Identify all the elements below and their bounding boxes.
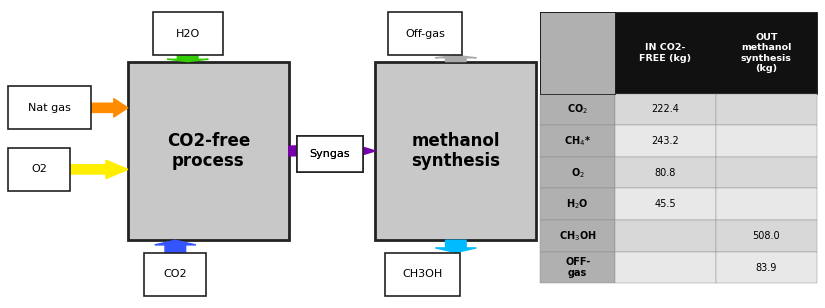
Bar (716, 252, 817, 283)
Text: O2: O2 (31, 164, 47, 174)
Bar (716, 94, 817, 125)
Text: O$_2$: O$_2$ (571, 166, 585, 180)
Text: 80.8: 80.8 (655, 168, 676, 178)
Bar (540, 12, 615, 94)
Bar (128, 62, 289, 240)
Bar (540, 157, 615, 188)
Text: CH$_3$OH: CH$_3$OH (559, 229, 596, 243)
Text: OUT
methanol
synthesis
(kg): OUT methanol synthesis (kg) (741, 33, 792, 73)
Bar (540, 125, 615, 157)
Bar (615, 157, 716, 188)
Text: 222.4: 222.4 (652, 104, 679, 115)
FancyArrow shape (155, 240, 196, 253)
Bar (540, 188, 615, 220)
Text: 45.5: 45.5 (654, 199, 676, 209)
Bar (540, 94, 615, 125)
Bar (615, 125, 716, 157)
Text: Nat gas: Nat gas (28, 103, 71, 113)
Bar (615, 252, 716, 283)
Bar (540, 252, 615, 283)
Bar (297, 136, 363, 172)
Bar (716, 188, 817, 220)
Bar (8, 148, 70, 191)
FancyArrow shape (167, 55, 208, 62)
FancyArrow shape (289, 141, 375, 161)
Bar (716, 157, 817, 188)
Text: H2O: H2O (176, 29, 200, 39)
FancyArrow shape (436, 240, 477, 253)
Bar (144, 253, 206, 296)
Text: 243.2: 243.2 (652, 136, 679, 146)
Text: Syngas: Syngas (309, 149, 351, 159)
Bar (716, 220, 817, 252)
Text: CO$_2$: CO$_2$ (567, 103, 588, 116)
Bar (8, 86, 91, 129)
Bar (153, 12, 223, 55)
FancyArrow shape (70, 160, 128, 179)
Text: CH3OH: CH3OH (403, 269, 442, 279)
Text: methanol
synthesis: methanol synthesis (412, 132, 500, 170)
Text: 83.9: 83.9 (756, 262, 777, 273)
Bar (615, 188, 716, 220)
Bar (615, 94, 716, 125)
Text: CO2: CO2 (163, 269, 187, 279)
Text: H$_2$O: H$_2$O (566, 197, 589, 211)
Text: CH$_4$*: CH$_4$* (564, 134, 592, 148)
Bar (716, 125, 817, 157)
Text: Off-gas: Off-gas (405, 29, 445, 39)
Bar (540, 220, 615, 252)
Bar (388, 12, 462, 55)
Text: OFF-
gas: OFF- gas (565, 257, 591, 278)
Text: Syngas: Syngas (309, 149, 351, 159)
FancyArrow shape (91, 99, 128, 117)
Text: CO2-free
process: CO2-free process (167, 132, 250, 170)
Bar (297, 136, 363, 172)
Bar (615, 220, 716, 252)
Bar (375, 62, 536, 240)
Text: IN CO2-
FREE (kg): IN CO2- FREE (kg) (639, 43, 691, 63)
Text: 508.0: 508.0 (752, 231, 780, 241)
Bar (540, 12, 817, 94)
FancyArrow shape (436, 55, 477, 62)
Bar (385, 253, 460, 296)
